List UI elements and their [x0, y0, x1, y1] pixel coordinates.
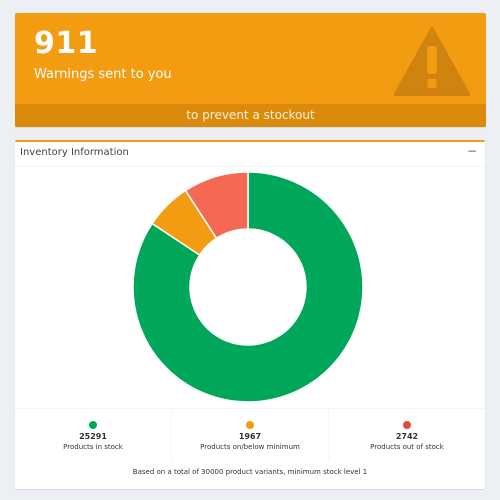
- stat-value: 2742: [395, 432, 419, 441]
- stat-value: 1967: [238, 432, 262, 441]
- inventory-donut-chart: [15, 167, 485, 407]
- inventory-box-header: Inventory Information −: [15, 142, 485, 167]
- warnings-subtitle: Warnings sent to you: [34, 67, 172, 82]
- donut-slice-products-in-stock[interactable]: [132, 171, 364, 403]
- stat-out-of-stock: 2742 Products out of stock: [328, 409, 485, 459]
- donut-slice-products-out-of-stock[interactable]: [184, 171, 249, 240]
- inventory-stats: 25291 Products in stock 1967 Products on…: [15, 408, 485, 459]
- in-stock-dot-icon: [89, 421, 97, 429]
- stat-value: 25291: [79, 432, 107, 441]
- out-of-stock-dot-icon: [403, 421, 411, 429]
- warning-triangle-icon: [391, 22, 473, 103]
- warnings-box-inner: 911 Warnings sent to you: [34, 27, 172, 83]
- stat-label: Products on/below minimum: [200, 443, 300, 451]
- below-minimum-dot-icon: [246, 421, 254, 429]
- stat-in-stock: 25291 Products in stock: [15, 409, 171, 459]
- stat-label: Products in stock: [63, 443, 123, 451]
- stat-label: Products out of stock: [370, 443, 444, 451]
- warnings-box: 911 Warnings sent to you to prevent a st…: [15, 13, 486, 127]
- warnings-footer-link[interactable]: to prevent a stockout: [15, 104, 486, 127]
- inventory-box-title: Inventory Information: [20, 147, 129, 158]
- collapse-button[interactable]: −: [466, 144, 477, 158]
- inventory-box: Inventory Information − 25291 Products i…: [15, 140, 485, 489]
- stat-on-below-minimum: 1967 Products on/below minimum: [171, 409, 328, 459]
- inventory-footer-note: Based on a total of 30000 product varian…: [132, 468, 368, 476]
- warnings-count: 911: [34, 26, 99, 61]
